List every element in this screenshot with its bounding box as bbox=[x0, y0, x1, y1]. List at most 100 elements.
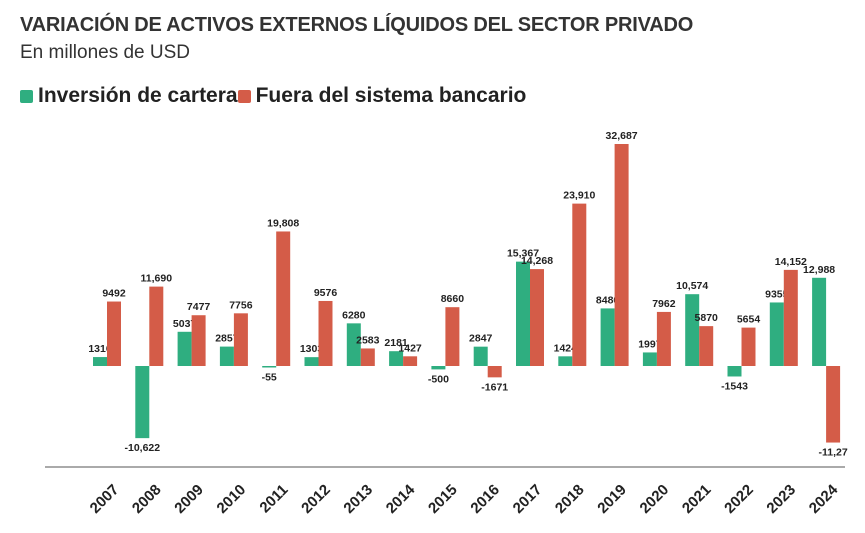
data-label-inversion-2013: 6280 bbox=[342, 309, 366, 321]
data-label-inversion-2009: 5037 bbox=[173, 318, 197, 330]
bar-inversion-2013 bbox=[346, 323, 361, 366]
chart-legend: Inversión de cartera Fuera del sistema b… bbox=[20, 84, 526, 108]
bar-fuera-2012 bbox=[318, 300, 333, 366]
x-tick-label-2015: 2015 bbox=[425, 481, 461, 517]
x-tick-label-2020: 2020 bbox=[637, 481, 673, 517]
x-tick-label-2024: 2024 bbox=[806, 481, 842, 517]
x-tick-label-2021: 2021 bbox=[679, 481, 715, 517]
bar-fuera-2017 bbox=[530, 269, 544, 366]
data-label-inversion-2012: 1303 bbox=[300, 343, 324, 355]
legend-swatch-red bbox=[237, 89, 251, 103]
data-label-inversion-2023: 9355 bbox=[765, 288, 789, 300]
bar-fuera-2010 bbox=[233, 313, 248, 366]
x-tick-label-2014: 2014 bbox=[383, 481, 419, 517]
bar-inversion-2021 bbox=[685, 294, 700, 366]
legend-swatch-green bbox=[20, 89, 33, 103]
data-label-fuera-2015: 8660 bbox=[441, 293, 465, 305]
x-tick-label-2022: 2022 bbox=[721, 481, 757, 517]
bar-fuera-2024 bbox=[826, 366, 841, 443]
legend-label-fuera: Fuera del sistema bancario bbox=[255, 84, 527, 107]
bar-fuera-2023 bbox=[783, 269, 798, 366]
data-label-inversion-2010: 2857 bbox=[215, 333, 239, 345]
bar-inversion-2010 bbox=[219, 346, 234, 366]
bar-fuera-2013 bbox=[360, 348, 375, 366]
x-tick-label-2017: 2017 bbox=[510, 481, 546, 517]
x-tick-label-2019: 2019 bbox=[594, 481, 630, 517]
bar-fuera-2009 bbox=[191, 315, 206, 366]
data-label-fuera-2011: 19,808 bbox=[267, 217, 299, 229]
data-label-fuera-2013: 2583 bbox=[356, 334, 380, 346]
data-label-fuera-2007: 9492 bbox=[102, 288, 126, 300]
bar-inversion-2011 bbox=[262, 366, 277, 368]
bar-inversion-2015 bbox=[431, 366, 446, 370]
data-label-inversion-2018: 1424 bbox=[554, 342, 578, 354]
bar-fuera-2019 bbox=[614, 144, 629, 366]
data-label-inversion-2022: -1543 bbox=[721, 380, 748, 392]
data-label-fuera-2010: 7756 bbox=[229, 299, 253, 311]
bar-fuera-2018 bbox=[572, 203, 587, 366]
data-label-fuera-2022: 5654 bbox=[737, 314, 761, 326]
data-label-inversion-2020: 1997 bbox=[638, 338, 662, 350]
data-label-fuera-2021: 5870 bbox=[695, 312, 719, 324]
data-label-fuera-2009: 7477 bbox=[187, 301, 211, 313]
data-label-inversion-2017: 15,367 bbox=[507, 248, 539, 260]
bar-inversion-2009 bbox=[177, 331, 192, 366]
bar-fuera-2022 bbox=[741, 327, 756, 366]
x-tick-label-2008: 2008 bbox=[129, 481, 165, 517]
bar-inversion-2018 bbox=[558, 356, 573, 366]
bar-inversion-2022 bbox=[727, 366, 742, 377]
data-label-inversion-2024: 12,988 bbox=[803, 264, 835, 276]
x-tick-label-2023: 2023 bbox=[763, 481, 799, 517]
data-label-fuera-2008: 11,690 bbox=[141, 273, 173, 285]
bar-fuera-2021 bbox=[699, 326, 714, 366]
bar-inversion-2019 bbox=[600, 308, 615, 366]
bar-fuera-2011 bbox=[276, 231, 291, 366]
data-label-inversion-2007: 1316 bbox=[88, 343, 112, 355]
data-label-fuera-2014: 1427 bbox=[398, 342, 422, 354]
bar-fuera-2020 bbox=[656, 311, 671, 366]
bar-inversion-2007 bbox=[93, 357, 107, 366]
legend-item-inversion: Inversión de cartera bbox=[20, 84, 238, 108]
bar-inversion-2024 bbox=[812, 277, 827, 366]
data-label-fuera-2020: 7962 bbox=[652, 298, 676, 310]
x-tick-label-2009: 2009 bbox=[171, 481, 207, 517]
data-label-fuera-2023: 14,152 bbox=[775, 256, 807, 268]
data-label-inversion-2021: 10,574 bbox=[676, 280, 708, 292]
bar-inversion-2016 bbox=[473, 346, 488, 366]
chart-subtitle: En millones de USD bbox=[20, 42, 191, 63]
bar-inversion-2020 bbox=[642, 352, 657, 366]
x-tick-label-2010: 2010 bbox=[214, 481, 250, 517]
bar-fuera-2007 bbox=[107, 301, 121, 366]
bar-inversion-2012 bbox=[304, 357, 319, 366]
legend-label-inversion: Inversión de cartera bbox=[38, 84, 238, 107]
bar-inversion-2017 bbox=[516, 261, 530, 366]
data-label-fuera-2012: 9576 bbox=[314, 287, 338, 299]
bar-inversion-2008 bbox=[135, 366, 150, 439]
bar-inversion-2023 bbox=[769, 302, 784, 366]
x-tick-label-2018: 2018 bbox=[552, 481, 588, 517]
data-label-fuera-2019: 32,687 bbox=[606, 130, 638, 142]
bar-fuera-2016 bbox=[487, 366, 502, 378]
x-tick-label-2011: 2011 bbox=[256, 481, 291, 516]
legend-item-fuera: Fuera del sistema bancario bbox=[237, 84, 527, 108]
data-label-inversion-2011: -55 bbox=[262, 372, 277, 384]
chart-title: VARIACIÓN DE ACTIVOS EXTERNOS LÍQUIDOS D… bbox=[20, 14, 694, 36]
x-tick-label-2012: 2012 bbox=[298, 481, 334, 517]
data-label-fuera-2016: -1671 bbox=[481, 381, 508, 393]
x-tick-label-2016: 2016 bbox=[467, 481, 503, 517]
data-label-inversion-2014: 2181 bbox=[384, 337, 408, 349]
data-label-inversion-2016: 2847 bbox=[469, 333, 493, 345]
data-label-fuera-2018: 23,910 bbox=[563, 190, 595, 202]
x-tick-label-2007: 2007 bbox=[87, 481, 123, 517]
data-label-fuera-2024: -11,27 bbox=[818, 447, 847, 459]
data-label-inversion-2019: 8480 bbox=[596, 294, 620, 306]
bar-fuera-2008 bbox=[149, 286, 164, 366]
data-label-inversion-2008: -10,622 bbox=[124, 442, 160, 454]
data-label-fuera-2017: 14,268 bbox=[521, 255, 553, 267]
data-label-inversion-2015: -500 bbox=[428, 373, 449, 385]
bar-fuera-2015 bbox=[445, 307, 460, 366]
x-tick-label-2013: 2013 bbox=[340, 481, 376, 517]
bar-fuera-2014 bbox=[403, 356, 418, 366]
bar-inversion-2014 bbox=[389, 351, 404, 366]
